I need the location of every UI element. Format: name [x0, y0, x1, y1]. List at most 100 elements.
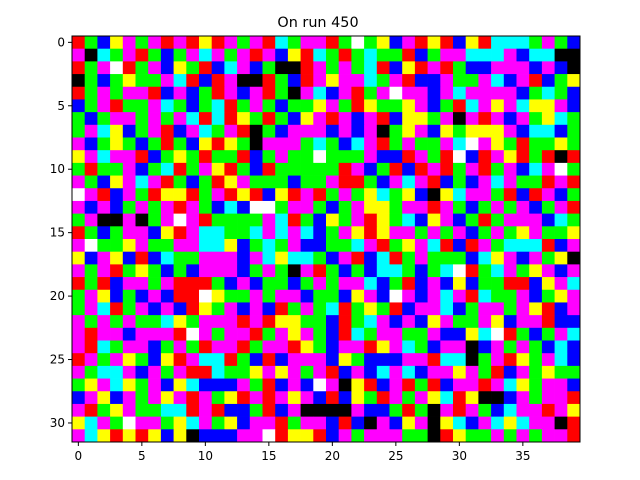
- heatmap-cell: [427, 36, 441, 50]
- heatmap-cell: [465, 61, 479, 75]
- heatmap-cell: [414, 213, 428, 227]
- heatmap-cell: [249, 315, 263, 329]
- heatmap-cell: [338, 251, 352, 265]
- heatmap-cell: [338, 327, 352, 341]
- heatmap-cell: [287, 403, 301, 417]
- heatmap-cell: [224, 175, 238, 189]
- heatmap-cell: [465, 48, 479, 62]
- heatmap-cell: [313, 391, 327, 405]
- heatmap-cell: [122, 48, 136, 62]
- heatmap-cell: [516, 302, 530, 316]
- heatmap-cell: [148, 61, 162, 75]
- heatmap-cell: [224, 124, 238, 138]
- heatmap-cell: [503, 416, 517, 430]
- heatmap-cell: [440, 150, 454, 164]
- heatmap-cell: [275, 213, 289, 227]
- heatmap-cell: [110, 150, 124, 164]
- heatmap-cell: [440, 36, 454, 50]
- heatmap-cell: [376, 277, 390, 291]
- heatmap-cell: [465, 239, 479, 253]
- heatmap-cell: [186, 353, 200, 367]
- heatmap-cell: [224, 188, 238, 202]
- heatmap-cell: [186, 86, 200, 100]
- heatmap-cell: [389, 124, 403, 138]
- heatmap-cell: [122, 213, 136, 227]
- heatmap-cell: [110, 36, 124, 50]
- heatmap-cell: [491, 340, 505, 354]
- heatmap-cell: [491, 150, 505, 164]
- heatmap-cell: [402, 365, 416, 379]
- heatmap-cell: [122, 277, 136, 291]
- heatmap-cell: [110, 391, 124, 405]
- heatmap-cell: [440, 162, 454, 176]
- heatmap-cell: [503, 124, 517, 138]
- heatmap-cell: [326, 239, 340, 253]
- heatmap-cell: [148, 175, 162, 189]
- heatmap-cell: [249, 327, 263, 341]
- heatmap-cell: [275, 226, 289, 240]
- heatmap-cell: [186, 36, 200, 50]
- heatmap-cell: [300, 86, 314, 100]
- heatmap-cell: [440, 99, 454, 113]
- heatmap-cell: [567, 162, 581, 176]
- heatmap-cell: [211, 239, 225, 253]
- heatmap-cell: [478, 213, 492, 227]
- heatmap-cell: [110, 124, 124, 138]
- heatmap-cell: [84, 48, 98, 62]
- heatmap-cell: [84, 378, 98, 392]
- heatmap-cell: [402, 175, 416, 189]
- heatmap-cell: [326, 277, 340, 291]
- heatmap-cell: [72, 61, 86, 75]
- heatmap-cell: [491, 36, 505, 50]
- heatmap-cell: [465, 188, 479, 202]
- heatmap-cell: [237, 365, 251, 379]
- heatmap-cell: [199, 112, 213, 126]
- heatmap-cell: [160, 112, 174, 126]
- heatmap-cell: [402, 112, 416, 126]
- heatmap-cell: [351, 353, 365, 367]
- heatmap-cell: [414, 302, 428, 316]
- heatmap-cell: [516, 99, 530, 113]
- heatmap-cell: [516, 74, 530, 88]
- heatmap-cell: [351, 112, 365, 126]
- heatmap-cell: [211, 315, 225, 329]
- heatmap-cell: [376, 213, 390, 227]
- heatmap-cell: [326, 264, 340, 278]
- heatmap-cell: [414, 188, 428, 202]
- heatmap-cell: [554, 188, 568, 202]
- heatmap-cell: [402, 86, 416, 100]
- heatmap-cell: [313, 150, 327, 164]
- heatmap-cell: [567, 124, 581, 138]
- heatmap-cell: [199, 429, 213, 443]
- heatmap-cell: [84, 188, 98, 202]
- heatmap-cell: [135, 289, 149, 303]
- heatmap-cell: [122, 251, 136, 265]
- heatmap-cell: [224, 213, 238, 227]
- heatmap-cell: [211, 378, 225, 392]
- heatmap-cell: [376, 403, 390, 417]
- heatmap-cell: [465, 416, 479, 430]
- heatmap-cell: [364, 74, 378, 88]
- heatmap-cell: [110, 188, 124, 202]
- heatmap-cell: [287, 251, 301, 265]
- heatmap-cell: [414, 61, 428, 75]
- x-tick-label: 35: [515, 449, 530, 463]
- heatmap-cell: [211, 61, 225, 75]
- heatmap-cell: [287, 315, 301, 329]
- heatmap-cell: [122, 226, 136, 240]
- heatmap-cell: [199, 213, 213, 227]
- heatmap-cell: [414, 327, 428, 341]
- heatmap-cell: [224, 429, 238, 443]
- heatmap-cell: [84, 61, 98, 75]
- heatmap-cell: [122, 188, 136, 202]
- heatmap-cell: [211, 213, 225, 227]
- heatmap-cell: [135, 416, 149, 430]
- heatmap-cell: [224, 61, 238, 75]
- heatmap-cell: [389, 391, 403, 405]
- heatmap-cell: [478, 239, 492, 253]
- heatmap-cell: [262, 327, 276, 341]
- heatmap-cell: [148, 315, 162, 329]
- heatmap-cell: [97, 340, 111, 354]
- heatmap-cell: [389, 340, 403, 354]
- heatmap-cell: [465, 112, 479, 126]
